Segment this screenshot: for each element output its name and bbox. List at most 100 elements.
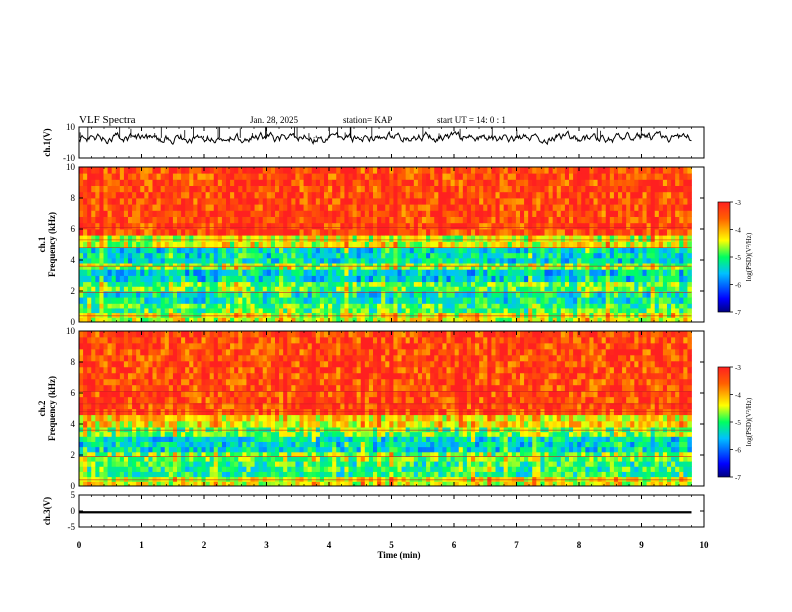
s1-cell — [87, 281, 92, 287]
s1-cell — [270, 266, 276, 270]
s1-cell — [511, 269, 517, 276]
s2-cell — [132, 384, 137, 392]
s1-cell — [307, 210, 313, 217]
s1-cell — [471, 317, 476, 323]
s1-cell — [123, 210, 129, 217]
s1-cell — [638, 210, 643, 217]
s1-cell — [593, 204, 598, 211]
s1-cell — [360, 317, 366, 323]
s1-cell — [393, 291, 398, 298]
s1-cell — [593, 216, 598, 224]
s1-cell — [462, 173, 468, 180]
s1-cell — [585, 263, 590, 267]
s1-cell — [279, 167, 284, 174]
s1-ytick-label: 10 — [66, 162, 76, 172]
s1-cell — [532, 216, 537, 224]
s2-cell — [103, 451, 108, 457]
s1-cell — [266, 263, 272, 267]
s1-cell — [181, 275, 186, 283]
s1-cell — [356, 198, 362, 205]
s1-cell — [164, 210, 170, 217]
s2-cell — [103, 441, 108, 448]
s1-cell — [393, 229, 398, 236]
s1-cell — [172, 173, 178, 180]
s1-cell — [242, 235, 247, 242]
s1-cell — [466, 308, 472, 314]
s1-cell — [140, 252, 145, 259]
s1-cell — [344, 235, 349, 242]
s1-cell — [495, 235, 500, 242]
s1-cell — [605, 252, 611, 259]
s1-cell — [205, 291, 211, 298]
s2-cell — [91, 360, 96, 368]
s1-cell — [503, 257, 509, 264]
s1-cell — [234, 229, 239, 236]
s2-cell — [91, 402, 96, 410]
s1-cell — [462, 281, 468, 287]
s2-cell — [95, 431, 100, 437]
s1-cell — [95, 198, 100, 205]
s1-cell — [242, 275, 247, 283]
s1-cell — [507, 204, 513, 211]
s2-cell — [119, 456, 125, 462]
s1-cell — [377, 204, 382, 211]
s1-cell — [177, 241, 182, 248]
s1-cell — [609, 317, 615, 323]
s1-cell — [646, 281, 652, 287]
s1-cell — [426, 263, 431, 267]
s1-cell — [434, 317, 439, 323]
s1-cell — [258, 269, 264, 276]
s1-cell — [524, 173, 529, 180]
s1-cell — [132, 257, 137, 264]
s1-cell — [393, 266, 398, 270]
s1-cell — [597, 247, 603, 254]
s1-cell — [160, 303, 166, 309]
s1-cell — [307, 216, 313, 224]
s1-cell — [499, 263, 505, 267]
s1-cell — [266, 266, 272, 270]
s1-cell — [548, 317, 554, 323]
s1-cell — [426, 167, 431, 174]
s1-cell — [675, 173, 680, 180]
s1-cell — [458, 263, 464, 267]
s1-cell — [364, 235, 370, 242]
s1-cell — [548, 303, 554, 309]
s1-cell — [87, 216, 92, 224]
s2-cell — [91, 481, 96, 487]
s1-cell — [581, 281, 586, 287]
s1-cell — [83, 179, 88, 186]
s1-cell — [658, 252, 664, 259]
s1-cell — [507, 222, 513, 230]
s1-cell — [438, 191, 443, 199]
s1-cell — [148, 210, 153, 217]
s1-cell — [299, 191, 304, 199]
s1-cell — [683, 229, 688, 236]
s2-cell — [99, 420, 104, 428]
s1-cell — [115, 266, 121, 270]
s1-cell — [646, 303, 652, 309]
s1-cell — [654, 275, 660, 283]
s1-cell — [503, 269, 509, 276]
s1-cell — [111, 312, 117, 318]
s1-cell — [319, 241, 325, 248]
s1-cell — [360, 229, 366, 236]
s1-cell — [340, 303, 345, 309]
s1-cell — [368, 269, 374, 276]
s1-cell — [458, 281, 464, 287]
s1-cell — [172, 241, 178, 248]
s1-cell — [185, 257, 190, 264]
s1-cell — [556, 252, 562, 259]
s1-cell — [242, 312, 247, 318]
s1-cell — [103, 257, 108, 264]
ch1-ytick-label: 10 — [66, 122, 76, 132]
s1-cell — [83, 291, 88, 298]
s1-cell — [597, 198, 603, 205]
s1-cell — [185, 216, 190, 224]
s1-cell — [495, 198, 500, 205]
s1-cell — [115, 167, 121, 174]
s1-cell — [532, 229, 537, 236]
s1-cell — [221, 252, 227, 259]
s1-cell — [258, 235, 264, 242]
s1-cell — [385, 204, 390, 211]
s1-cell — [483, 235, 488, 242]
